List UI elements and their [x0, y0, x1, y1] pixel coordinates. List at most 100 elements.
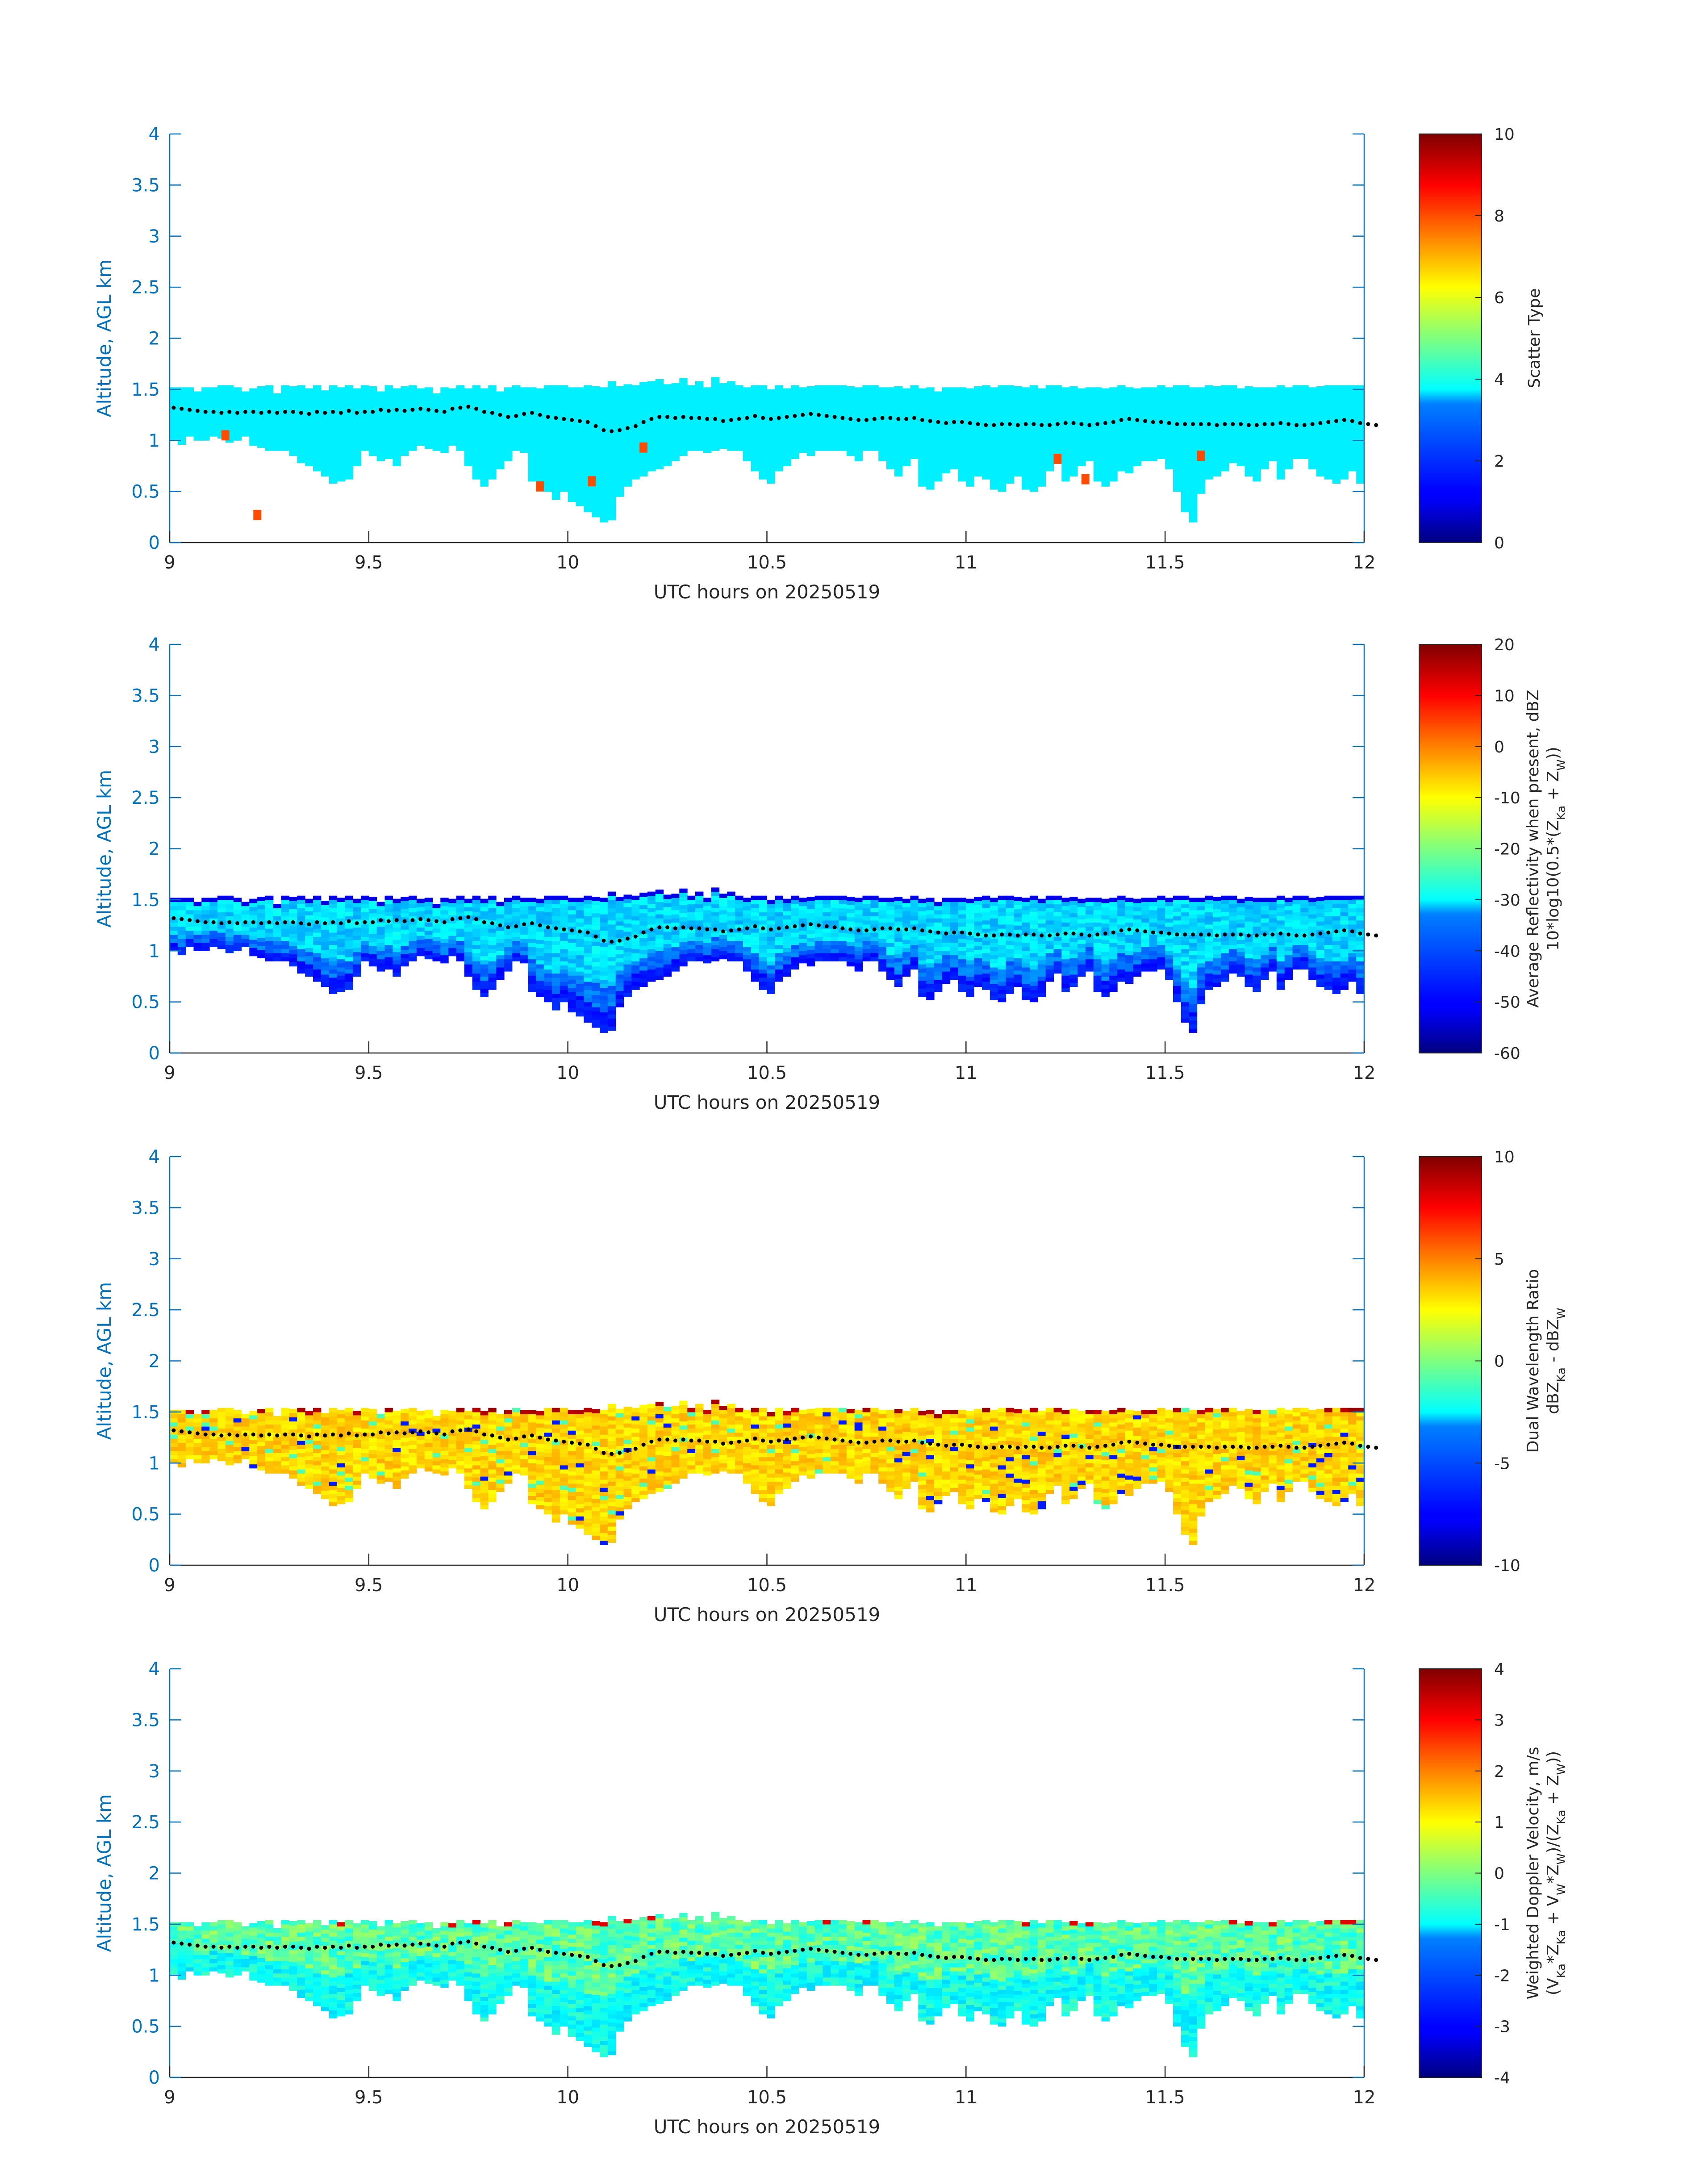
- heatmap-cell: [313, 451, 322, 455]
- heatmap-cell: [409, 401, 417, 406]
- heatmap-cell: [1141, 403, 1150, 408]
- heatmap-cell: [1117, 430, 1126, 435]
- heatmap-cell: [432, 936, 441, 941]
- heatmap-cell: [918, 425, 927, 430]
- heatmap-cell: [329, 928, 338, 933]
- heatmap-cell: [512, 385, 521, 390]
- heatmap-cell: [1069, 415, 1078, 419]
- heatmap-cell: [631, 908, 640, 912]
- heatmap-cell: [249, 425, 258, 430]
- heatmap-cell: [1101, 466, 1110, 471]
- heatmap-cell: [1030, 459, 1038, 464]
- heatmap-cell: [751, 463, 760, 468]
- heatmap-cell: [488, 912, 497, 916]
- heatmap-cell: [1037, 466, 1046, 471]
- heatmap-cell: [950, 440, 959, 445]
- heatmap-cell: [719, 947, 727, 951]
- heatmap-cell: [297, 434, 305, 439]
- heatmap-cell: [687, 912, 696, 916]
- heatmap-cell: [1276, 438, 1285, 443]
- heatmap-cell: [488, 401, 497, 406]
- heatmap-cell: [1109, 412, 1118, 416]
- heatmap-cell: [1101, 429, 1110, 434]
- heatmap-cell: [584, 961, 592, 965]
- heatmap-cell: [695, 426, 704, 430]
- heatmap-cell: [1276, 471, 1285, 476]
- heatmap-cell: [273, 442, 282, 447]
- heatmap-cell: [1284, 448, 1293, 453]
- heatmap-cell: [424, 930, 433, 935]
- heatmap-cell: [918, 396, 927, 401]
- heatmap-cell: [552, 986, 560, 990]
- heatmap-cell: [1117, 393, 1126, 398]
- heatmap-cell: [974, 435, 982, 440]
- heatmap-cell: [393, 964, 401, 969]
- heatmap-cell: [806, 406, 815, 411]
- heatmap-cell: [1125, 469, 1134, 474]
- heatmap-cell: [1141, 408, 1150, 412]
- melting-layer-dot: [331, 409, 335, 414]
- heatmap-cell: [353, 458, 361, 462]
- heatmap-cell: [783, 401, 791, 405]
- heatmap-cell: [1269, 412, 1277, 416]
- heatmap-cell: [623, 445, 632, 450]
- heatmap-cell: [424, 902, 433, 907]
- heatmap-cell: [639, 937, 648, 942]
- heatmap-cell: [607, 981, 616, 986]
- heatmap-cell: [759, 899, 768, 904]
- heatmap-cell: [1006, 434, 1014, 439]
- heatmap-cell: [1093, 452, 1102, 457]
- heatmap-cell: [1205, 405, 1213, 410]
- heatmap-cell: [576, 938, 584, 943]
- heatmap-cell: [265, 447, 274, 451]
- heatmap-cell: [1221, 447, 1229, 451]
- heatmap-cell: [337, 440, 345, 445]
- heatmap-cell: [1037, 413, 1046, 418]
- melting-layer-dot: [577, 419, 582, 423]
- heatmap-cell: [504, 942, 513, 947]
- heatmap-cell: [1300, 438, 1309, 443]
- heatmap-cell: [170, 947, 178, 951]
- heatmap-cell: [384, 442, 393, 447]
- heatmap-cell: [544, 973, 552, 978]
- heatmap-cell: [1292, 438, 1301, 443]
- heatmap-cell: [647, 891, 656, 896]
- heatmap-cell: [703, 898, 712, 903]
- heatmap-cell: [448, 437, 457, 442]
- heatmap-cell: [536, 927, 544, 932]
- heatmap-cell: [695, 401, 704, 406]
- heatmap-cell: [401, 447, 409, 452]
- heatmap-cell: [743, 444, 752, 449]
- heatmap-cell: [249, 429, 258, 434]
- heatmap-cell: [305, 462, 313, 467]
- melting-layer-dot: [1310, 422, 1315, 426]
- heatmap-cell: [1173, 487, 1182, 492]
- heatmap-cell: [639, 423, 648, 428]
- heatmap-cell: [345, 418, 353, 422]
- heatmap-cell: [201, 399, 210, 404]
- heatmap-cell: [496, 959, 505, 964]
- heatmap-cell: [1340, 426, 1349, 430]
- heatmap-cell: [1356, 397, 1365, 402]
- heatmap-cell: [576, 432, 584, 437]
- heatmap-cell: [639, 435, 648, 440]
- heatmap-cell: [297, 397, 305, 402]
- heatmap-cell: [568, 1000, 576, 1004]
- heatmap-cell: [233, 902, 242, 907]
- melting-layer-dot: [920, 418, 924, 422]
- heatmap-cell: [703, 955, 712, 960]
- heatmap-cell: [679, 382, 688, 387]
- heatmap-cell: [1253, 448, 1261, 453]
- heatmap-cell: [337, 951, 345, 956]
- heatmap-cell: [584, 908, 592, 912]
- heatmap-cell: [1292, 434, 1301, 439]
- melting-layer-dot: [1183, 422, 1187, 426]
- heatmap-cell: [1093, 448, 1102, 453]
- heatmap-cell: [233, 408, 242, 412]
- heatmap-cell-isolated: [1197, 451, 1205, 461]
- heatmap-cell: [1284, 412, 1293, 416]
- heatmap-cell: [798, 934, 807, 939]
- heatmap-cell: [1228, 447, 1237, 451]
- heatmap-cell: [1236, 429, 1245, 434]
- heatmap-cell: [1117, 405, 1126, 410]
